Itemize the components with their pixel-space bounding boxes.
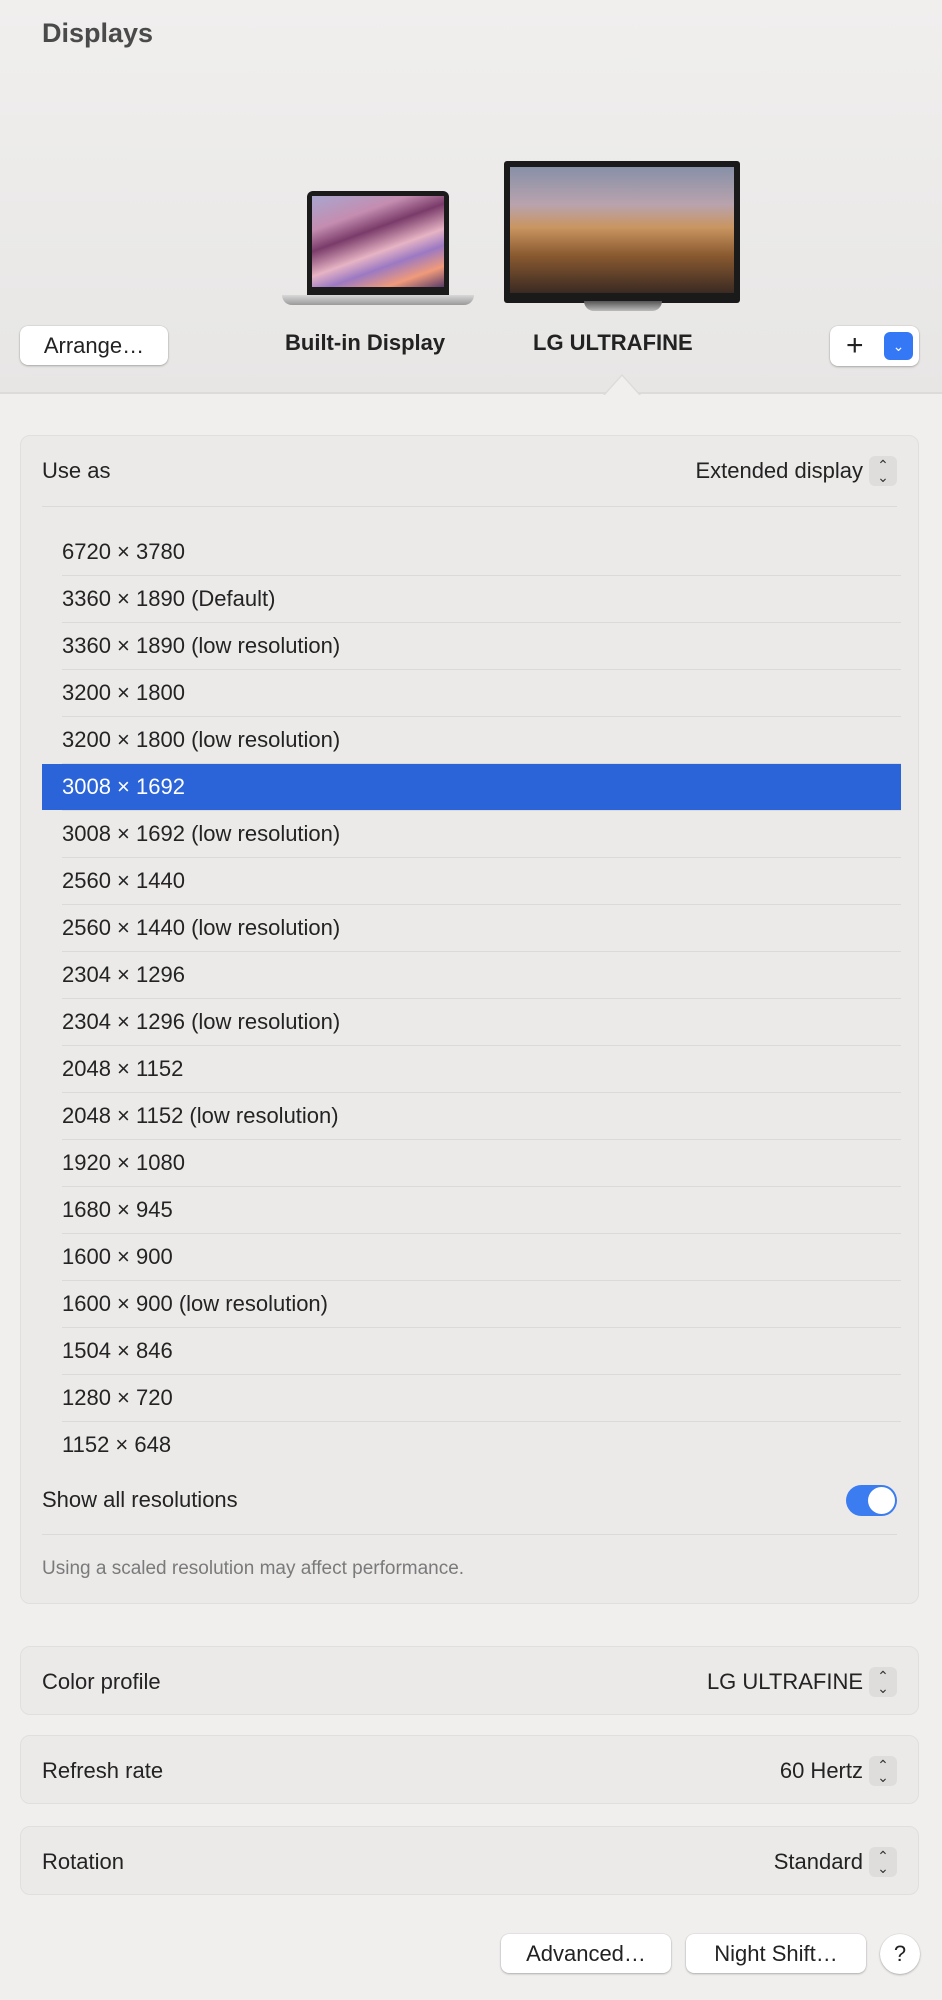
chevron-down-icon[interactable]: ⌄	[884, 332, 913, 360]
show-all-resolutions-row: Show all resolutions	[42, 1483, 897, 1517]
use-as-label: Use as	[42, 458, 111, 483]
built-in-display-thumbnail[interactable]	[282, 191, 474, 309]
color-profile-select[interactable]: LG ULTRAFINE ⌃ ⌄	[707, 1666, 897, 1697]
color-profile-label: Color profile	[42, 1668, 161, 1694]
resolution-option[interactable]: 1600 × 900 (low resolution)	[62, 1291, 328, 1316]
page-title: Displays	[42, 18, 154, 48]
resolution-option[interactable]: 3200 × 1800 (low resolution)	[62, 727, 341, 752]
divider	[62, 1092, 901, 1093]
divider	[62, 1421, 901, 1422]
display-label-built-in[interactable]: Built-in Display	[285, 330, 446, 355]
divider	[62, 810, 901, 811]
up-down-chevron-icon: ⌃ ⌄	[869, 456, 897, 486]
resolution-option[interactable]: 2304 × 1296 (low resolution)	[62, 1009, 341, 1034]
resolution-option[interactable]: 1280 × 720	[62, 1385, 173, 1410]
resolution-option[interactable]: 2048 × 1152 (low resolution)	[62, 1103, 339, 1128]
resolution-option[interactable]: 1152 × 648	[62, 1432, 172, 1457]
color-profile-panel: Color profile LG ULTRAFINE ⌃ ⌄	[20, 1646, 919, 1715]
divider	[62, 1280, 901, 1281]
divider	[62, 857, 901, 858]
divider	[62, 716, 901, 717]
display-arrangement-header: Displays Arrange… Built-in Display LG UL…	[0, 0, 942, 395]
divider	[62, 1186, 901, 1187]
rotation-label: Rotation	[42, 1848, 124, 1874]
resolution-option[interactable]: 3200 × 1800	[62, 680, 185, 705]
divider	[62, 951, 901, 952]
divider	[62, 1327, 901, 1328]
show-all-resolutions-toggle[interactable]	[846, 1484, 897, 1516]
divider	[62, 904, 901, 905]
divider	[42, 506, 897, 507]
help-button[interactable]: ?	[880, 1934, 920, 1974]
up-down-chevron-icon: ⌃ ⌄	[869, 1755, 897, 1786]
rotation-select[interactable]: Standard ⌃ ⌄	[774, 1846, 897, 1877]
resolution-option[interactable]: 3008 × 1692	[42, 764, 901, 810]
arrange-button[interactable]: Arrange…	[20, 326, 168, 365]
resolution-option[interactable]: 1600 × 900	[62, 1244, 173, 1269]
plus-icon: +	[846, 329, 864, 362]
use-as-select[interactable]: Extended display ⌃ ⌄	[695, 456, 897, 486]
resolution-panel: Use as Extended display ⌃ ⌄ 6720 × 3780 336…	[20, 435, 919, 1604]
performance-note: Using a scaled resolution may affect per…	[42, 1558, 465, 1579]
show-all-label: Show all resolutions	[42, 1487, 238, 1512]
divider	[62, 1233, 901, 1234]
refresh-rate-select[interactable]: 60 Hertz ⌃ ⌄	[780, 1755, 897, 1786]
resolution-option[interactable]: 3360 × 1890 (low resolution)	[62, 633, 341, 658]
advanced-button[interactable]: Advanced…	[501, 1934, 671, 1973]
divider	[62, 1139, 901, 1140]
refresh-rate-label: Refresh rate	[42, 1757, 164, 1783]
divider	[62, 622, 901, 623]
selected-display-pointer	[603, 374, 641, 395]
divider	[62, 575, 901, 576]
rotation-panel: Rotation Standard ⌃ ⌄	[20, 1826, 919, 1895]
resolution-option[interactable]: 1920 × 1080	[62, 1150, 185, 1175]
resolution-option[interactable]: 2560 × 1440	[62, 868, 185, 893]
resolution-option[interactable]: 2560 × 1440 (low resolution)	[62, 915, 341, 940]
display-label-lg-ultrafine[interactable]: LG ULTRAFINE	[533, 330, 693, 355]
resolution-option[interactable]: 3360 × 1890 (Default)	[62, 586, 276, 611]
divider	[62, 1374, 901, 1375]
up-down-chevron-icon: ⌃ ⌄	[869, 1846, 897, 1877]
up-down-chevron-icon: ⌃ ⌄	[869, 1666, 897, 1697]
add-display-button[interactable]: + ⌄	[830, 326, 919, 366]
resolution-option[interactable]: 2304 × 1296	[62, 962, 185, 987]
resolution-option[interactable]: 1680 × 945	[62, 1197, 173, 1222]
divider	[62, 1045, 901, 1046]
divider	[62, 763, 901, 764]
resolution-option[interactable]: 6720 × 3780	[62, 539, 185, 564]
resolution-option[interactable]: 1504 × 846	[62, 1338, 173, 1363]
refresh-rate-panel: Refresh rate 60 Hertz ⌃ ⌄	[20, 1735, 919, 1804]
divider	[42, 1534, 897, 1535]
resolution-option[interactable]: 2048 × 1152	[62, 1056, 184, 1081]
lg-ultrafine-thumbnail[interactable]	[504, 161, 740, 311]
divider	[62, 669, 901, 670]
night-shift-button[interactable]: Night Shift…	[686, 1934, 866, 1973]
divider	[62, 998, 901, 999]
use-as-row: Use as Extended display ⌃ ⌄	[42, 450, 897, 492]
resolution-option[interactable]: 3008 × 1692 (low resolution)	[62, 821, 341, 846]
